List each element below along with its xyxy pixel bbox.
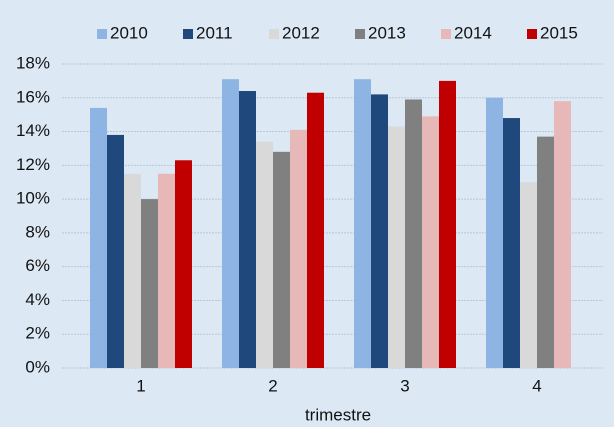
legend-swatch [183,29,193,39]
y-tick-label: 18% [16,53,50,72]
legend-swatch [527,29,537,39]
bar [124,173,141,368]
bar [90,107,107,369]
legend-label: 2013 [368,23,406,42]
legend-label: 2012 [282,23,320,42]
legend-label: 2015 [540,23,578,42]
bar [439,80,456,368]
y-tick-label: 10% [16,189,50,208]
y-tick-label: 2% [25,324,50,343]
legend-swatch [355,29,365,39]
bar [141,199,158,368]
bar [486,97,503,369]
bar [554,101,571,369]
legend-swatch [97,29,107,39]
x-tick-label: 4 [532,376,541,395]
x-tick-label: 1 [136,376,145,395]
legend-label: 2010 [110,23,148,42]
bar [354,79,371,368]
legend-label: 2014 [454,23,492,42]
bar [273,151,290,368]
bar [239,91,256,369]
legend-label: 2011 [196,23,233,42]
bar [222,79,239,368]
y-tick-label: 6% [25,256,50,275]
bar [107,134,124,368]
bar [503,118,520,369]
bar [307,92,324,368]
bar [520,182,537,368]
bar [371,94,388,369]
legend-swatch [441,29,451,39]
y-tick-label: 0% [25,357,50,376]
y-tick-label: 12% [16,155,50,174]
bar [537,136,554,368]
bar [405,99,422,368]
x-axis-label: trimestre [305,405,371,424]
y-tick-label: 4% [25,290,50,309]
bar [175,160,192,368]
y-tick-label: 8% [25,222,50,241]
bar [256,141,273,368]
x-tick-label: 3 [400,376,409,395]
bar [422,116,439,368]
y-tick-label: 16% [16,87,50,106]
bar [388,126,405,368]
legend-swatch [269,29,279,39]
bar [158,173,175,368]
x-tick-label: 2 [268,376,277,395]
bar [290,129,307,368]
y-tick-label: 14% [16,121,50,140]
